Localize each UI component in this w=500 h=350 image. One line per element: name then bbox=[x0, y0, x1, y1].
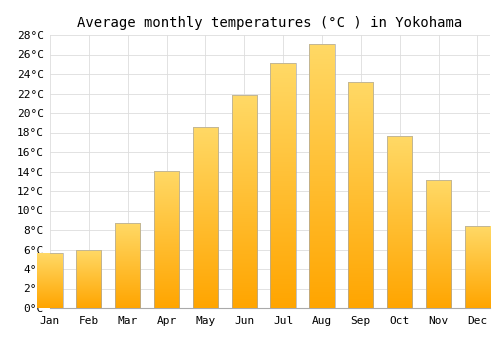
Bar bbox=[348, 82, 374, 308]
Bar bbox=[38, 253, 62, 308]
Bar bbox=[310, 44, 334, 308]
Bar bbox=[154, 170, 179, 308]
Bar bbox=[115, 223, 140, 308]
Bar bbox=[76, 251, 102, 308]
Bar bbox=[464, 226, 490, 308]
Bar bbox=[387, 136, 412, 308]
Bar bbox=[232, 96, 257, 308]
Bar bbox=[270, 63, 295, 308]
Title: Average monthly temperatures (°C ) in Yokohama: Average monthly temperatures (°C ) in Yo… bbox=[78, 16, 462, 30]
Bar bbox=[426, 180, 451, 308]
Bar bbox=[193, 127, 218, 308]
